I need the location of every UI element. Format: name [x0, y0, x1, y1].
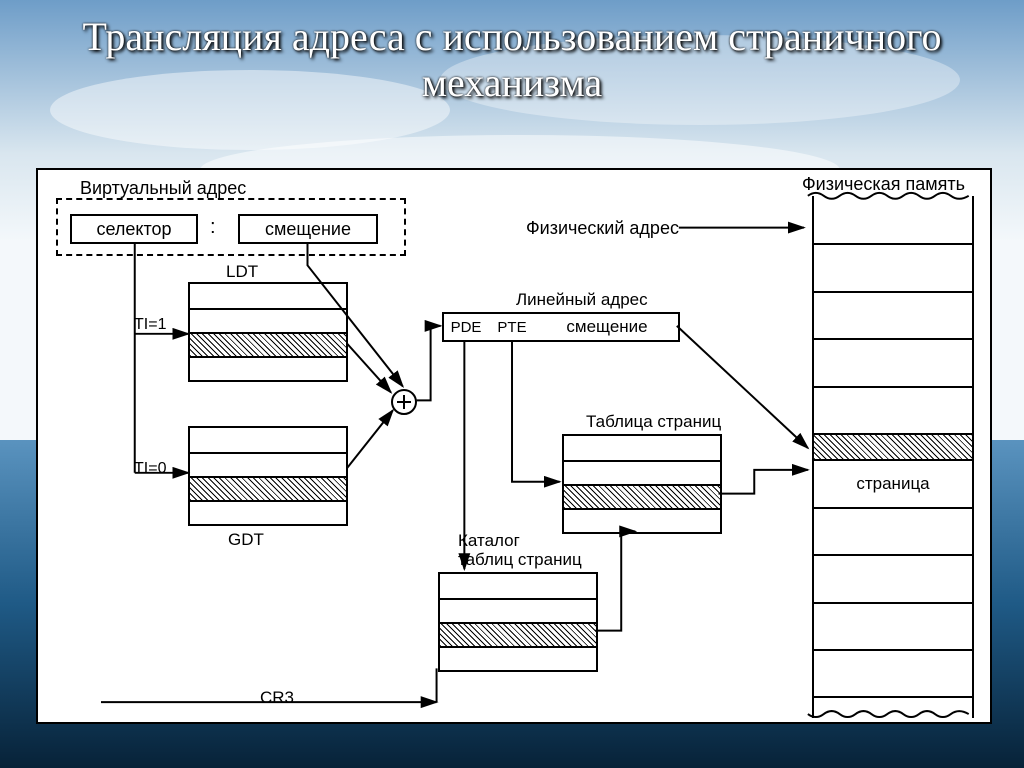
gdt-entry-selected: [190, 476, 346, 500]
ldt-entry-selected: [190, 332, 346, 356]
adder-icon: [390, 388, 418, 416]
offset-box: смещение: [238, 214, 378, 244]
label-virtual-address: Виртуальный адрес: [80, 178, 246, 199]
label-linear-address: Линейный адрес: [516, 290, 648, 310]
colon: :: [210, 216, 216, 239]
offset2-box: смещение: [536, 312, 680, 342]
gdt-table: [188, 426, 348, 526]
pde-box: PDE: [442, 312, 490, 342]
ldt-table: [188, 282, 348, 382]
slide: Трансляция адреса с использованием стран…: [0, 0, 1024, 768]
memory-page-selected: [814, 433, 972, 459]
label-physical-address: Физический адрес: [526, 218, 679, 239]
label-gdt: GDT: [228, 530, 264, 550]
label-catalog: Каталог таблиц страниц: [458, 532, 582, 569]
slide-title: Трансляция адреса с использованием стран…: [0, 14, 1024, 106]
page-table: [562, 434, 722, 534]
physical-memory-column: страница: [812, 196, 974, 718]
pte-box: PTE: [488, 312, 538, 342]
pde-text: PDE: [451, 319, 482, 336]
memory-page-label-row: страница: [814, 459, 972, 506]
selector-text: селектор: [96, 219, 171, 240]
page-table-entry-selected: [564, 484, 720, 508]
page-text: страница: [856, 474, 929, 494]
catalog-table: [438, 572, 598, 672]
label-cr3: CR3: [260, 688, 294, 708]
selector-box: селектор: [70, 214, 198, 244]
catalog-entry-selected: [440, 622, 596, 646]
catalog-line1: Каталог: [458, 531, 520, 550]
label-ti1: TI=1: [134, 316, 166, 334]
diagram-canvas: Виртуальный адрес селектор : смещение LD…: [36, 168, 992, 724]
label-ti0: TI=0: [134, 460, 166, 478]
label-ldt: LDT: [226, 262, 258, 282]
catalog-line2: таблиц страниц: [458, 550, 582, 569]
offset-text: смещение: [265, 219, 351, 240]
label-page-table: Таблица страниц: [586, 412, 721, 432]
pte-text: PTE: [497, 319, 526, 336]
offset2-text: смещение: [566, 317, 647, 337]
label-physical-memory: Физическая память: [802, 174, 965, 195]
